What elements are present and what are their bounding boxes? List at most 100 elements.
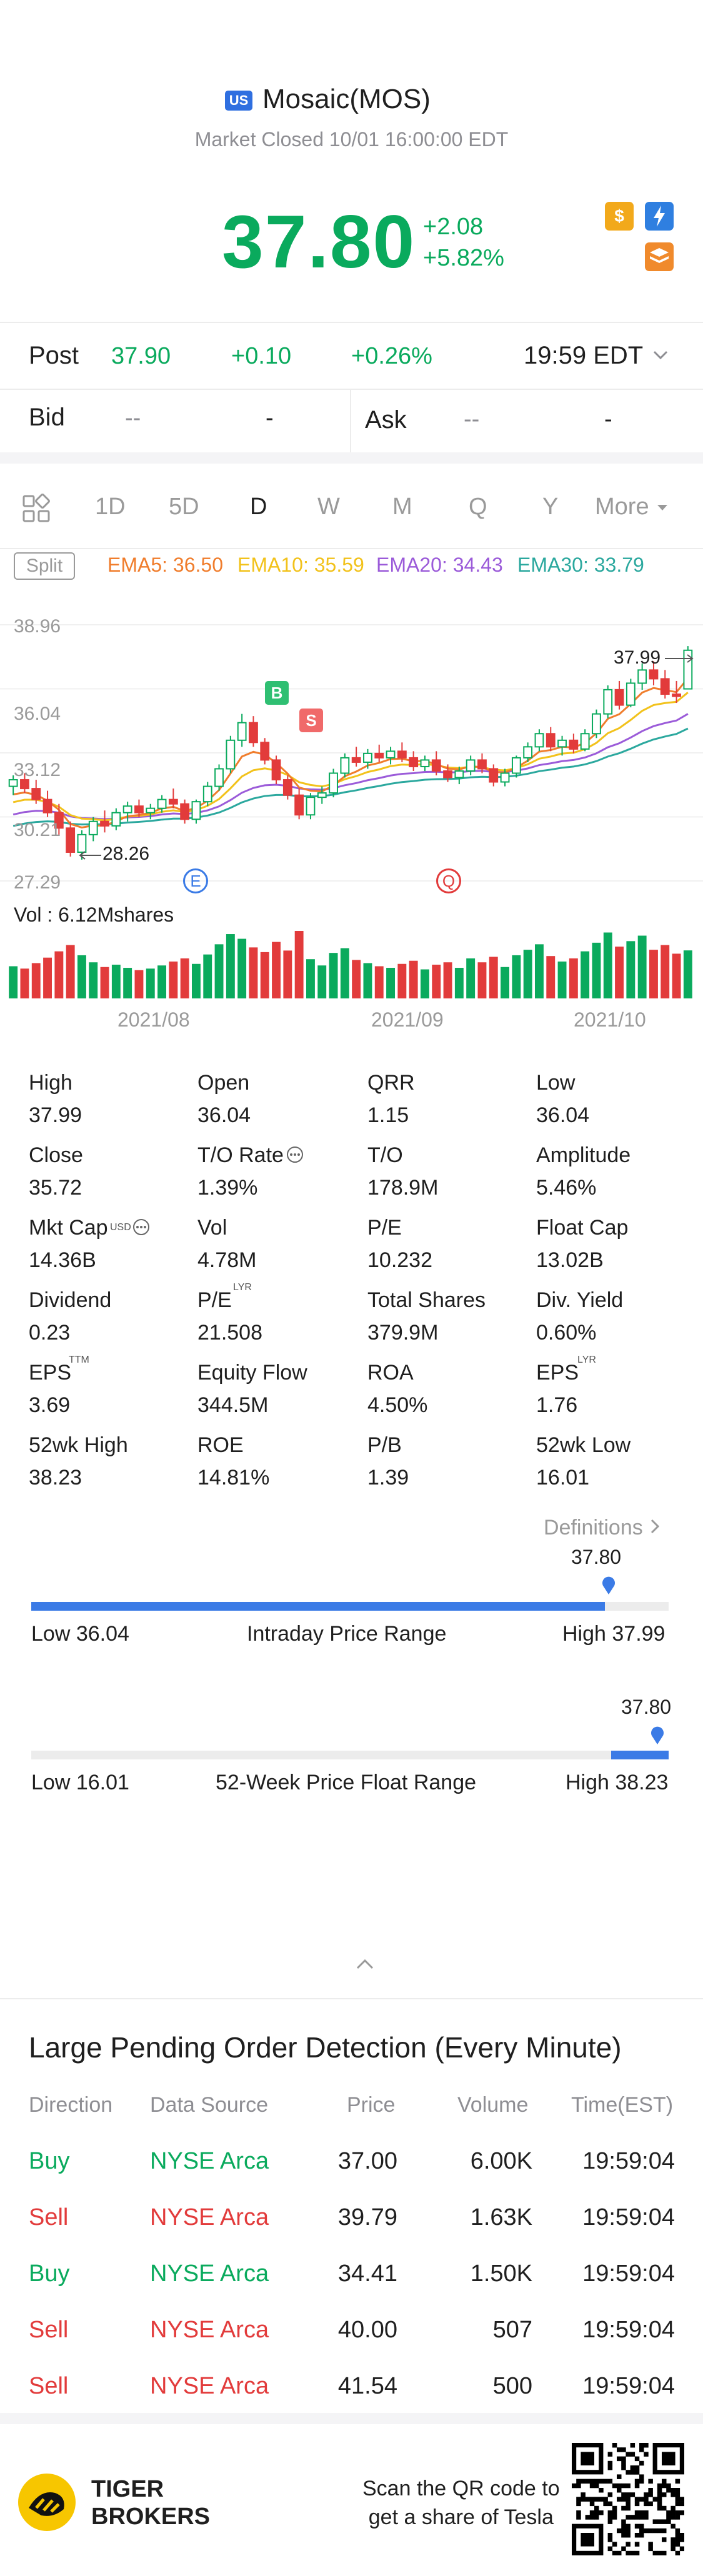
qr-module — [626, 2533, 631, 2538]
stat-label: QRR — [367, 1071, 415, 1095]
volume-bar — [454, 968, 464, 998]
qr-module — [657, 2492, 662, 2497]
qr-module — [644, 2452, 649, 2457]
qr-module — [648, 2501, 653, 2507]
candle-body — [202, 785, 212, 803]
order-volume: 1.63K — [470, 2204, 532, 2230]
tab-y[interactable]: Y — [542, 494, 559, 520]
qr-module — [626, 2550, 631, 2556]
qr-module — [612, 2443, 617, 2448]
candle — [523, 742, 533, 762]
chevron-down-icon[interactable] — [651, 346, 670, 367]
volume-bar — [569, 958, 578, 998]
volume-bar — [603, 932, 612, 998]
candle-body — [226, 739, 236, 770]
tab-m[interactable]: M — [392, 494, 412, 520]
layout-grid-icon[interactable] — [21, 494, 51, 527]
lyr-superscript: LYR — [233, 1282, 252, 1293]
qr-module — [599, 2497, 604, 2502]
qr-module — [675, 2501, 681, 2507]
qr-module — [634, 2497, 640, 2502]
volume-bar — [306, 959, 315, 998]
qr-module — [648, 2479, 653, 2484]
x-tick: 2021/08 — [117, 1008, 190, 1031]
buy-marker[interactable]: B — [265, 681, 289, 705]
qr-module — [671, 2510, 676, 2515]
qr-module — [599, 2479, 604, 2484]
qr-module — [617, 2550, 622, 2556]
divider — [0, 548, 703, 549]
table-row[interactable]: Sell NYSE Arca 40.00 507 19:59:04 — [0, 2317, 703, 2354]
y-tick: 33.12 — [14, 760, 61, 780]
candle-body — [534, 733, 544, 748]
qr-module — [675, 2537, 681, 2542]
stat-value: 35.72 — [29, 1176, 82, 1200]
qr-module — [630, 2443, 636, 2448]
volume-bar — [512, 955, 521, 998]
qr-module — [607, 2533, 613, 2538]
volume-bar — [489, 957, 498, 998]
tab-1d[interactable]: 1D — [95, 494, 126, 520]
more-info-icon[interactable] — [286, 1146, 304, 1166]
table-row[interactable]: Sell NYSE Arca 39.79 1.63K 19:59:04 — [0, 2204, 703, 2242]
qr-module — [644, 2492, 649, 2497]
candle-body — [454, 770, 464, 778]
table-row[interactable]: Buy NYSE Arca 37.00 6.00K 19:59:04 — [0, 2148, 703, 2186]
sell-marker[interactable]: S — [299, 709, 323, 732]
tab-q[interactable]: Q — [469, 494, 487, 520]
qr-module — [639, 2460, 644, 2466]
qr-module — [576, 2501, 581, 2507]
qr-module — [634, 2501, 640, 2507]
volume-bar — [294, 931, 304, 998]
dollar-icon[interactable]: $ — [605, 202, 634, 231]
tab-5d[interactable]: 5D — [169, 494, 199, 520]
more-info-icon[interactable] — [132, 1218, 150, 1239]
split-button[interactable]: Split — [14, 552, 75, 580]
candle-body — [374, 752, 384, 758]
tab-d[interactable]: D — [250, 494, 267, 520]
definitions-link[interactable]: Definitions — [544, 1516, 661, 1540]
candlestick-chart[interactable] — [0, 594, 703, 1043]
qr-module — [639, 2443, 644, 2448]
stat-value: 13.02B — [536, 1248, 604, 1272]
candle-body — [249, 722, 258, 743]
qr-code[interactable] — [572, 2443, 685, 2556]
qr-module — [652, 2528, 658, 2534]
candle — [649, 661, 659, 685]
qr-module — [666, 2483, 671, 2489]
earnings-marker[interactable]: E — [183, 868, 208, 893]
volume-bar — [169, 961, 178, 998]
col-direction: Direction — [29, 2093, 113, 2117]
tab-w[interactable]: W — [317, 494, 340, 520]
bid-price: -- — [125, 405, 141, 431]
qr-module — [607, 2452, 613, 2457]
qr-module — [589, 2510, 595, 2515]
candle-body — [443, 770, 452, 778]
candle — [294, 788, 304, 820]
chevron-up-icon[interactable] — [354, 1957, 376, 1975]
candle-body — [271, 759, 281, 781]
candle-body — [157, 798, 167, 809]
candle — [454, 766, 464, 785]
ema30-label: EMA30: 33.79 — [517, 554, 644, 576]
candle-body — [409, 757, 419, 767]
qr-module — [657, 2483, 662, 2489]
stack-icon[interactable] — [645, 242, 674, 271]
table-row[interactable]: Buy NYSE Arca 34.41 1.50K 19:59:04 — [0, 2260, 703, 2298]
table-row[interactable]: Sell NYSE Arca 41.54 500 19:59:04 — [0, 2373, 703, 2410]
qr-module — [626, 2470, 631, 2475]
lightning-icon[interactable] — [645, 202, 674, 231]
order-volume: 507 — [492, 2317, 532, 2343]
candle — [511, 755, 521, 778]
candle — [66, 821, 76, 857]
qr-module — [675, 2488, 681, 2493]
tab-more[interactable]: More — [595, 494, 669, 520]
y-tick: 30.21 — [14, 820, 61, 840]
order-source: NYSE Arca — [150, 2317, 269, 2343]
caret-down-icon — [657, 505, 668, 510]
order-price: 40.00 — [337, 2317, 397, 2343]
candle — [443, 764, 452, 782]
volume-bar — [672, 953, 681, 998]
candle — [546, 727, 556, 752]
event-q-marker[interactable]: Q — [436, 868, 461, 893]
